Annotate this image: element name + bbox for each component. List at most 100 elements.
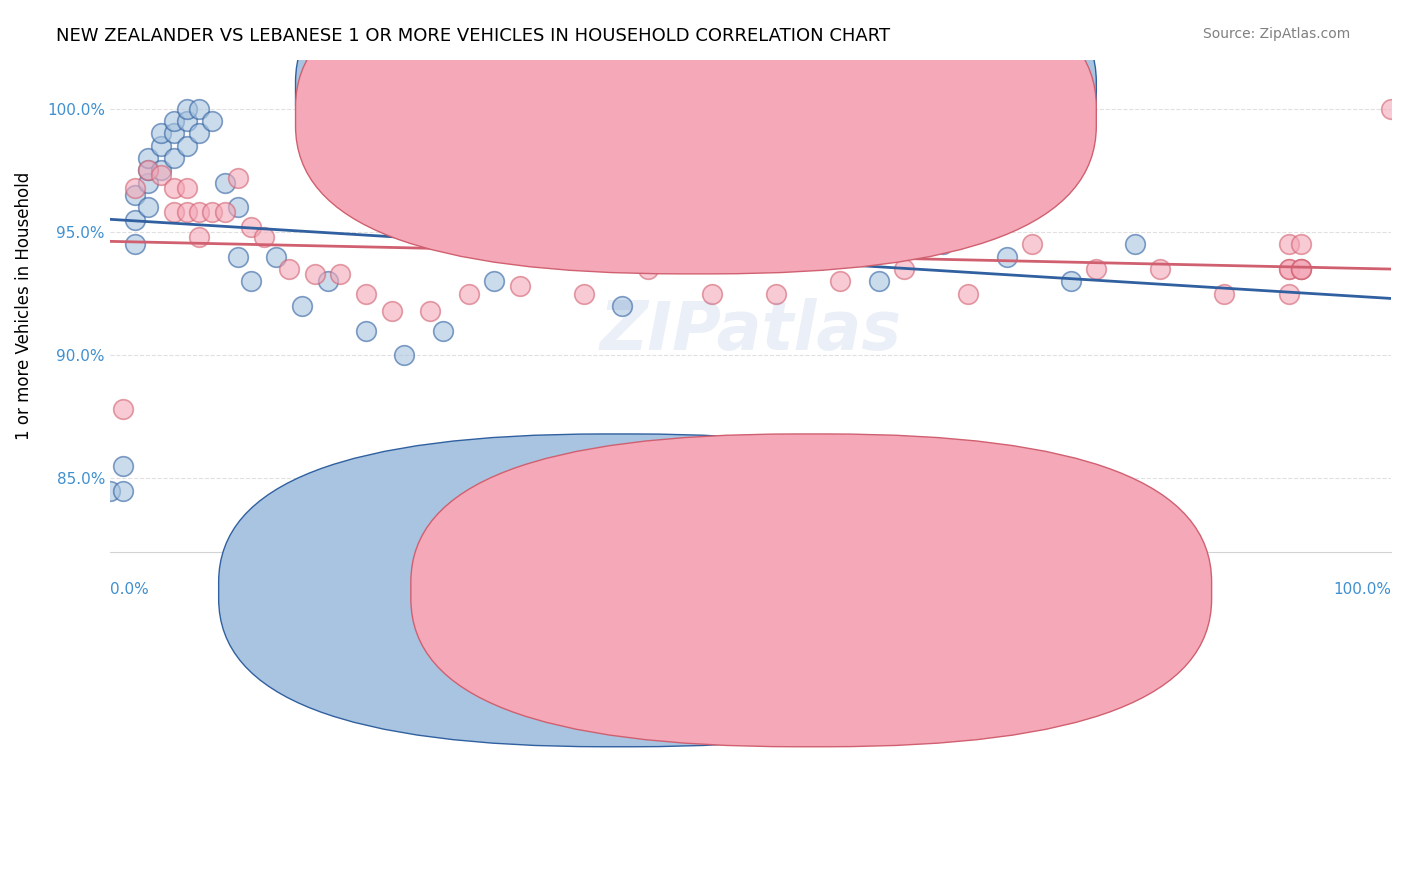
Point bbox=[1277, 262, 1299, 277]
Point bbox=[700, 286, 723, 301]
Point bbox=[150, 127, 173, 141]
Point bbox=[163, 151, 186, 165]
Point bbox=[740, 250, 762, 264]
Point bbox=[394, 348, 416, 362]
Point bbox=[1291, 262, 1313, 277]
Point bbox=[136, 163, 159, 178]
Point bbox=[226, 250, 249, 264]
Point bbox=[1277, 286, 1299, 301]
Point bbox=[214, 205, 236, 219]
Point bbox=[547, 237, 569, 252]
Point bbox=[98, 483, 121, 498]
Text: ZIPatlas: ZIPatlas bbox=[599, 298, 901, 364]
Point bbox=[239, 274, 262, 288]
Point bbox=[176, 205, 198, 219]
Point bbox=[111, 483, 134, 498]
Point bbox=[226, 200, 249, 214]
Point bbox=[252, 230, 274, 244]
Point bbox=[266, 250, 288, 264]
Point bbox=[150, 169, 173, 183]
Point bbox=[1149, 262, 1171, 277]
Point bbox=[329, 267, 352, 281]
Point bbox=[226, 170, 249, 185]
Point bbox=[995, 250, 1018, 264]
FancyBboxPatch shape bbox=[295, 0, 1097, 249]
Point bbox=[124, 237, 146, 252]
Point bbox=[176, 102, 198, 116]
Point bbox=[163, 114, 186, 128]
Point bbox=[136, 200, 159, 214]
Text: Source: ZipAtlas.com: Source: ZipAtlas.com bbox=[1202, 27, 1350, 41]
Point bbox=[828, 274, 851, 288]
Point bbox=[176, 180, 198, 194]
Text: Lebanese: Lebanese bbox=[827, 597, 901, 612]
Point bbox=[381, 303, 404, 318]
Point bbox=[1277, 262, 1299, 277]
Text: R = 0.367    N = 43: R = 0.367 N = 43 bbox=[718, 109, 868, 124]
Point bbox=[124, 180, 146, 194]
Point bbox=[765, 286, 787, 301]
Point bbox=[136, 176, 159, 190]
Point bbox=[316, 274, 339, 288]
Point bbox=[1213, 286, 1236, 301]
Text: NEW ZEALANDER VS LEBANESE 1 OR MORE VEHICLES IN HOUSEHOLD CORRELATION CHART: NEW ZEALANDER VS LEBANESE 1 OR MORE VEHI… bbox=[56, 27, 890, 45]
Point bbox=[1085, 262, 1108, 277]
Point bbox=[893, 262, 915, 277]
Point bbox=[432, 324, 454, 338]
Point bbox=[291, 299, 314, 313]
Point bbox=[354, 324, 377, 338]
FancyBboxPatch shape bbox=[411, 434, 1212, 747]
Point bbox=[124, 188, 146, 202]
Point bbox=[304, 267, 326, 281]
Point bbox=[612, 299, 634, 313]
Point bbox=[803, 237, 825, 252]
Point bbox=[572, 286, 595, 301]
Point bbox=[1021, 237, 1043, 252]
Point bbox=[1060, 274, 1083, 288]
Point bbox=[163, 180, 186, 194]
Point bbox=[150, 163, 173, 178]
Point bbox=[239, 220, 262, 235]
Point bbox=[124, 212, 146, 227]
Point bbox=[111, 402, 134, 417]
Y-axis label: 1 or more Vehicles in Household: 1 or more Vehicles in Household bbox=[15, 172, 32, 440]
Point bbox=[1291, 262, 1313, 277]
Point bbox=[176, 138, 198, 153]
FancyBboxPatch shape bbox=[654, 70, 1039, 144]
Point bbox=[354, 286, 377, 301]
Point bbox=[188, 102, 211, 116]
Point bbox=[201, 205, 224, 219]
Text: 0.0%: 0.0% bbox=[110, 582, 149, 597]
FancyBboxPatch shape bbox=[219, 434, 1019, 747]
Point bbox=[188, 205, 211, 219]
Point bbox=[150, 138, 173, 153]
Point bbox=[111, 458, 134, 473]
Point bbox=[1277, 237, 1299, 252]
Point bbox=[188, 127, 211, 141]
Point bbox=[931, 237, 953, 252]
Point bbox=[188, 230, 211, 244]
Point bbox=[163, 205, 186, 219]
Point bbox=[1291, 262, 1313, 277]
Point bbox=[482, 274, 505, 288]
Point bbox=[868, 274, 890, 288]
Point bbox=[176, 114, 198, 128]
Point bbox=[957, 286, 980, 301]
Point bbox=[637, 262, 659, 277]
Text: R = 0.308    N = 43: R = 0.308 N = 43 bbox=[718, 84, 868, 99]
Point bbox=[457, 286, 479, 301]
Point bbox=[1379, 102, 1402, 116]
Point bbox=[509, 279, 531, 293]
Text: New Zealanders: New Zealanders bbox=[648, 597, 772, 612]
Point bbox=[163, 127, 186, 141]
Point bbox=[136, 151, 159, 165]
Point bbox=[419, 303, 441, 318]
Point bbox=[278, 262, 301, 277]
Point bbox=[136, 163, 159, 178]
Point bbox=[1291, 237, 1313, 252]
FancyBboxPatch shape bbox=[295, 0, 1097, 274]
Point bbox=[201, 114, 224, 128]
Point bbox=[214, 176, 236, 190]
Text: 100.0%: 100.0% bbox=[1333, 582, 1391, 597]
Point bbox=[675, 237, 697, 252]
